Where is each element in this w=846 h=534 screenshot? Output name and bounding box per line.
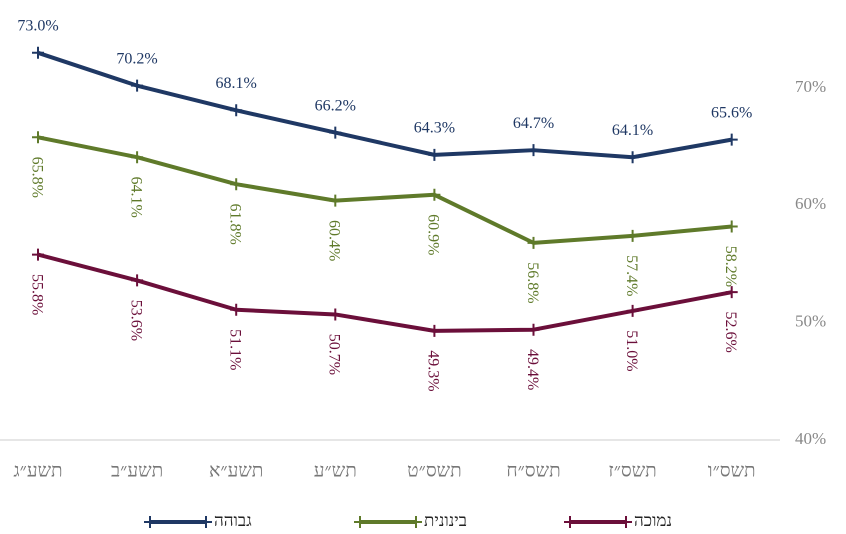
value-label: 53.6% [127,300,144,341]
value-label: 70.2% [116,50,157,67]
x-tick-label: תשס״ז [608,460,656,481]
value-label: 66.2% [315,97,356,114]
value-label: 64.3% [414,120,455,137]
value-label: 61.8% [227,204,244,245]
legend-marker [354,516,422,528]
value-label: 68.1% [216,75,257,92]
marker [626,229,639,242]
value-label: 50.7% [326,334,343,375]
value-label: 52.6% [722,311,739,352]
x-tick-label: תשס״ח [506,460,560,481]
value-label: 57.4% [623,255,640,296]
marker [725,133,738,146]
value-label: 49.3% [425,350,442,391]
marker [230,178,243,191]
marker [131,79,144,92]
marker [527,236,540,249]
value-label: 60.4% [326,220,343,261]
y-tick-label: 70% [795,77,826,96]
x-tick-label: תשס״ו [708,460,756,481]
value-label: 64.1% [612,122,653,139]
marker [626,304,639,317]
y-tick-label: 50% [795,312,826,331]
y-tick-label: 40% [795,429,826,448]
value-label: 58.2% [722,246,739,287]
value-label: 73.0% [17,17,58,34]
legend-label: נמוכה [634,511,672,530]
legend-label: בינונית [424,511,467,530]
marker [725,286,738,299]
value-label: 51.1% [227,329,244,370]
marker [428,324,441,337]
marker [32,131,44,144]
x-tick-label: תשע״ב [111,460,163,481]
marker [428,148,441,161]
value-label: 56.8% [524,262,541,303]
marker [32,248,44,261]
marker [329,194,342,207]
series-line [37,50,733,160]
x-tick-label: תשע״א [209,460,263,481]
y-tick-label: 60% [795,194,826,213]
series-line [37,252,733,333]
legend-marker [564,516,632,528]
marker [428,188,441,201]
x-tick-label: תשע״ג [13,460,62,481]
value-label: 49.4% [524,349,541,390]
marker [725,220,738,233]
marker [527,144,540,157]
value-label: 55.8% [28,274,45,315]
marker [329,308,342,321]
marker [626,151,639,164]
marker [230,303,243,316]
value-label: 65.8% [28,157,45,198]
value-label: 64.7% [513,115,554,132]
value-label: 64.1% [127,177,144,218]
marker [131,274,144,287]
legend-label: גבוהה [214,511,252,530]
marker [230,104,243,117]
marker [131,151,144,164]
x-tick-label: תשס״ט [407,460,462,481]
x-tick-label: תש״ע [314,460,357,481]
series-line [37,135,732,245]
value-label: 51.0% [623,330,640,371]
marker [527,323,540,336]
value-label: 60.9% [425,214,442,255]
marker [32,46,44,59]
marker [329,126,342,139]
value-label: 65.6% [711,104,752,121]
legend-marker [144,516,212,528]
